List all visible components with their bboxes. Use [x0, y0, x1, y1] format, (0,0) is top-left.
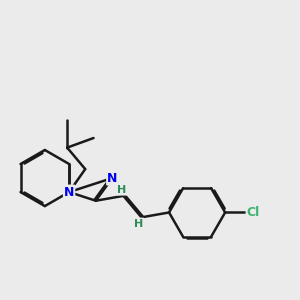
- Text: N: N: [107, 172, 118, 184]
- Text: H: H: [134, 218, 143, 229]
- Text: N: N: [64, 186, 74, 199]
- Text: H: H: [117, 185, 127, 195]
- Text: Cl: Cl: [247, 206, 260, 219]
